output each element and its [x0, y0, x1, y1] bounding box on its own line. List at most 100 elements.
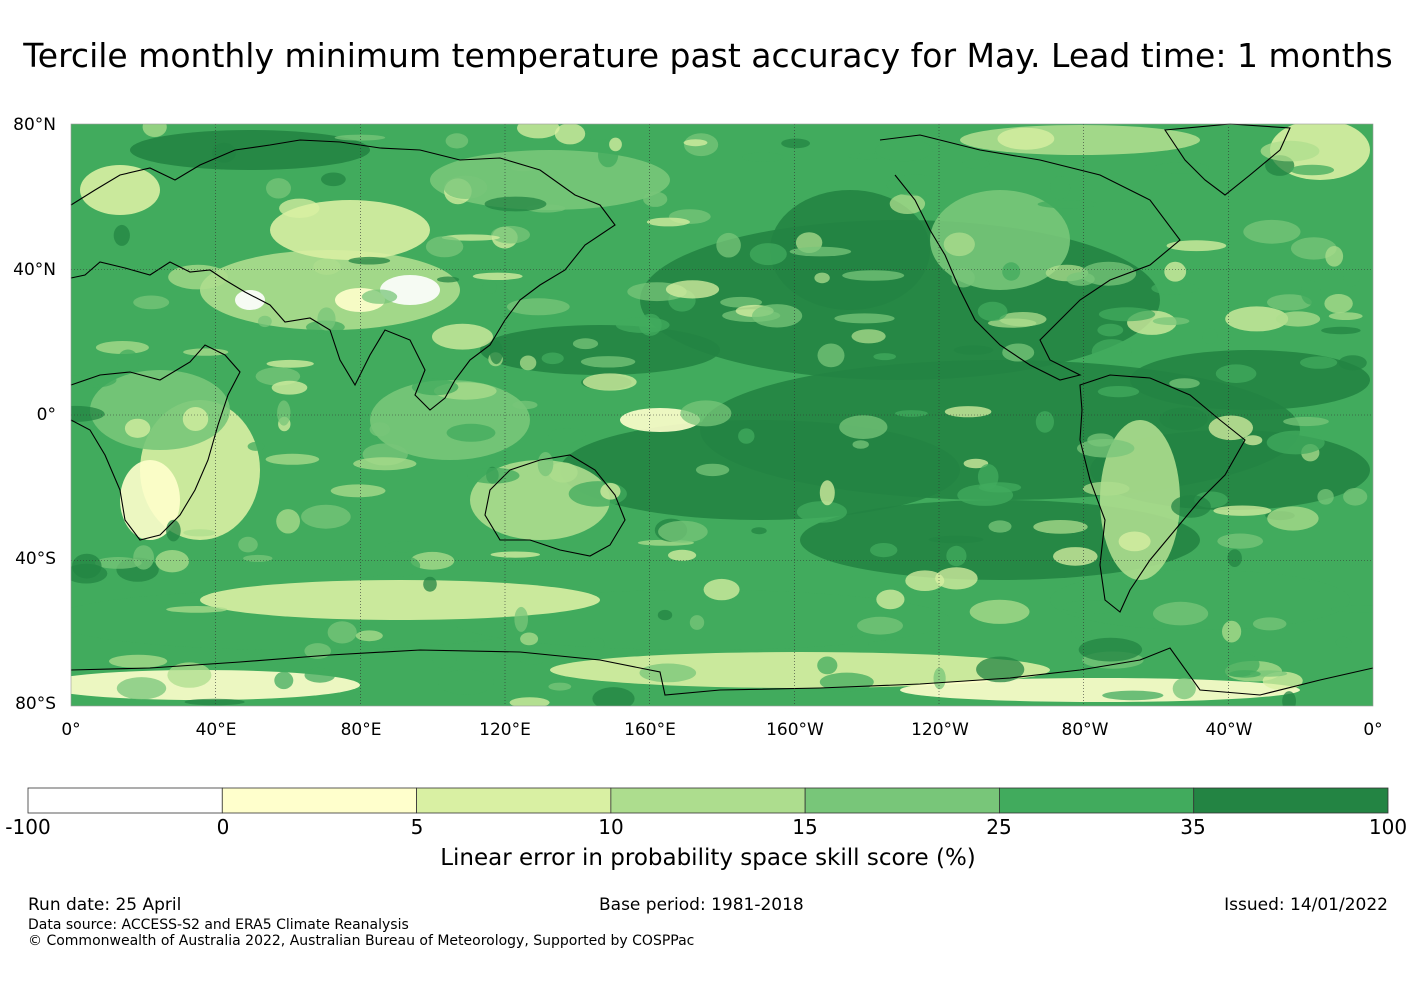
- skill-speckle: [327, 621, 357, 644]
- issued-date: Issued: 14/01/2022: [1224, 895, 1388, 915]
- skill-speckle: [369, 422, 390, 437]
- skill-speckle: [658, 520, 708, 543]
- greenland-coast: [1164, 123, 1291, 196]
- colorbar-tick-label: 35: [1180, 815, 1206, 839]
- lat-label-40s: 40°S: [15, 549, 56, 569]
- skill-speckle: [976, 656, 1025, 683]
- skill-speckle: [1097, 386, 1140, 398]
- colorbar: [27, 787, 1389, 814]
- skill-speckle: [510, 164, 537, 172]
- skill-speckle: [851, 329, 886, 344]
- skill-speckle: [977, 301, 1008, 322]
- skill-speckle: [385, 541, 420, 553]
- lon-label-160e: 160°E: [624, 720, 676, 740]
- skill-speckle: [1225, 306, 1289, 332]
- skill-speckle: [1217, 533, 1264, 549]
- skill-speckle: [124, 418, 151, 438]
- skill-speckle: [1082, 481, 1130, 496]
- skill-speckle: [1338, 355, 1367, 371]
- skill-speckle: [1275, 311, 1321, 327]
- skill-speckle: [354, 124, 389, 137]
- skill-speckle: [266, 359, 314, 368]
- skill-speckle: [167, 662, 212, 688]
- skill-speckle: [933, 667, 946, 690]
- skill-speckle: [113, 224, 130, 246]
- skill-patch: [1050, 570, 1350, 630]
- skill-speckle: [548, 682, 572, 691]
- colorbar-tick-label: 100: [1368, 815, 1408, 839]
- skill-speckle: [548, 462, 578, 483]
- skill-speckle: [382, 555, 421, 577]
- skill-speckle: [886, 174, 945, 196]
- skill-speckle: [265, 453, 320, 465]
- skill-speckle: [353, 457, 417, 471]
- skill-speckle: [999, 312, 1047, 327]
- skill-speckle: [962, 159, 990, 169]
- skill-speckle: [490, 551, 540, 558]
- skill-speckle: [72, 553, 102, 579]
- skill-speckle: [1078, 637, 1143, 662]
- skill-speckle: [1002, 262, 1021, 281]
- skill-speckle: [742, 152, 784, 162]
- lon-label-0-east: 0°: [1363, 720, 1383, 740]
- skill-speckle: [1331, 605, 1373, 613]
- skill-speckle: [953, 345, 994, 355]
- colorbar-bin: [804, 787, 1000, 814]
- run-date: Run date: 25 April: [28, 895, 182, 915]
- skill-speckle: [443, 175, 488, 199]
- skill-speckle: [609, 137, 622, 152]
- skill-speckle: [1208, 415, 1254, 441]
- skill-speckle: [1335, 636, 1352, 648]
- skill-speckle: [1118, 531, 1151, 552]
- skill-speckle: [317, 307, 336, 331]
- skill-speckle: [1243, 219, 1301, 244]
- skill-speckle: [1097, 323, 1124, 337]
- skill-speckle: [1077, 439, 1135, 458]
- skill-speckle: [410, 551, 455, 570]
- skill-patch: [80, 165, 160, 215]
- skill-speckle: [541, 352, 564, 365]
- skill-speckle: [168, 264, 229, 290]
- skill-speckle: [1071, 624, 1092, 640]
- skill-speckle: [1300, 280, 1321, 305]
- skill-speckle: [1169, 378, 1200, 389]
- skill-speckle: [1328, 312, 1363, 320]
- skill-speckle: [554, 124, 586, 145]
- skill-speckle: [639, 663, 697, 683]
- skill-speckle: [277, 400, 291, 426]
- skill-speckle: [516, 648, 549, 665]
- skill-speckle: [600, 483, 621, 500]
- skill-speckle: [1091, 339, 1132, 365]
- land-masses: [70, 123, 1374, 696]
- skill-speckle: [1159, 407, 1208, 431]
- skill-speckle: [905, 570, 945, 591]
- skill-speckle: [590, 637, 605, 651]
- skill-speckle: [1098, 307, 1156, 322]
- skill-speckle: [695, 463, 730, 477]
- skill-speckle: [166, 519, 181, 542]
- map-frame: [70, 123, 1374, 707]
- africa-coast: [70, 344, 241, 541]
- skill-speckle: [484, 196, 547, 212]
- skill-speckle: [876, 589, 905, 610]
- skill-speckle: [467, 467, 520, 484]
- skill-speckle: [572, 338, 599, 350]
- skill-speckle: [944, 406, 992, 418]
- skill-speckle: [279, 198, 320, 218]
- skill-speckle: [1153, 162, 1210, 174]
- colorbar-bin: [1193, 787, 1389, 814]
- skill-speckle: [665, 280, 720, 299]
- skill-patch: [960, 125, 1200, 155]
- skill-speckle: [615, 317, 670, 333]
- skill-speckle: [870, 543, 898, 558]
- skill-speckle: [814, 272, 830, 284]
- skill-speckle: [963, 458, 989, 469]
- skill-patch: [130, 130, 370, 170]
- skill-speckle: [646, 217, 691, 227]
- skill-speckle: [928, 535, 984, 544]
- skill-speckle: [109, 654, 168, 668]
- colorbar-bin: [221, 787, 417, 814]
- skill-patch: [800, 500, 1200, 580]
- skill-speckle: [1317, 489, 1334, 505]
- skill-patch: [900, 678, 1300, 702]
